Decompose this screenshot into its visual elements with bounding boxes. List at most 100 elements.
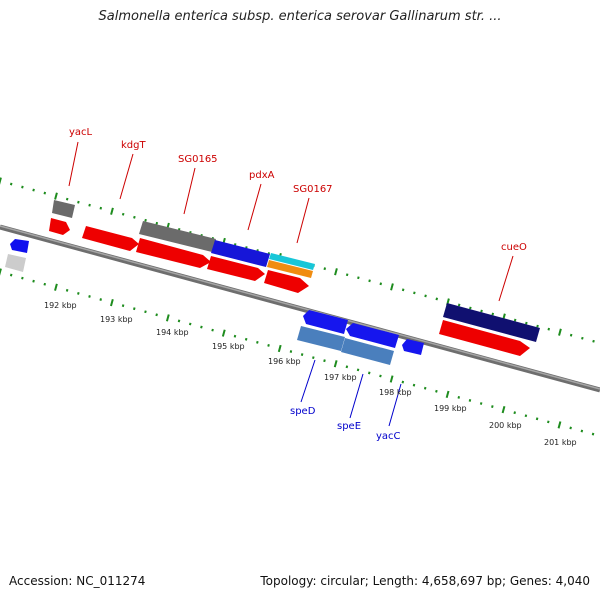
minor-tick <box>188 322 192 326</box>
minor-tick <box>121 304 125 308</box>
major-tick <box>110 207 114 215</box>
gene-arrow[interactable] <box>264 270 309 293</box>
gene-arrow[interactable] <box>297 326 345 351</box>
minor-tick <box>435 389 438 393</box>
major-tick <box>445 390 450 398</box>
minor-tick <box>155 221 159 225</box>
gene-arrow[interactable] <box>439 320 530 356</box>
kbp-label: 193 kbp <box>100 315 133 324</box>
minor-tick <box>155 313 158 317</box>
minor-tick <box>547 420 550 424</box>
minor-tick <box>32 279 35 283</box>
gene-arrow[interactable] <box>211 240 270 267</box>
minor-tick <box>536 324 539 328</box>
gene-label-speD[interactable]: speD <box>290 406 316 417</box>
major-tick <box>557 421 562 429</box>
gene-arrow[interactable] <box>10 239 29 253</box>
minor-tick <box>88 295 91 298</box>
gene-arrow[interactable] <box>346 323 399 348</box>
gene-label-pdxA[interactable]: pdxA <box>249 170 275 181</box>
minor-tick <box>513 411 516 415</box>
gene-label-SG0165[interactable]: SG0165 <box>178 154 218 165</box>
minor-tick <box>491 312 495 316</box>
minor-tick <box>323 267 327 271</box>
major-tick <box>501 405 506 414</box>
minor-tick <box>580 429 584 433</box>
minor-tick <box>412 383 416 387</box>
minor-tick <box>592 339 595 343</box>
gene-arrow[interactable] <box>139 221 216 252</box>
lower-tick-track <box>0 268 595 436</box>
minor-tick <box>525 321 528 325</box>
minor-tick <box>256 340 259 344</box>
minor-tick <box>9 182 13 186</box>
minor-tick <box>312 356 315 360</box>
major-tick <box>389 375 394 383</box>
minor-tick <box>43 191 47 195</box>
gene-arrow[interactable] <box>136 238 211 268</box>
minor-tick <box>99 298 102 301</box>
minor-tick <box>32 188 35 192</box>
minor-tick <box>368 279 371 283</box>
minor-tick <box>121 212 125 216</box>
minor-tick <box>569 333 573 337</box>
minor-tick <box>211 328 214 332</box>
gene-track <box>5 200 540 365</box>
gene-arrow[interactable] <box>303 310 348 334</box>
minor-tick <box>513 318 517 322</box>
minor-tick <box>21 185 24 189</box>
genome-summary: Topology: circular; Length: 4,658,697 bp… <box>260 574 590 588</box>
gene-arrow[interactable] <box>341 338 394 365</box>
minor-tick <box>133 215 136 219</box>
minor-tick <box>345 273 349 277</box>
gene-label-yacL[interactable]: yacL <box>69 127 93 138</box>
minor-tick <box>479 402 483 405</box>
minor-tick <box>144 310 147 314</box>
gene-arrow[interactable] <box>207 256 265 281</box>
minor-tick <box>469 306 472 310</box>
kbp-label: 200 kbp <box>489 421 522 430</box>
minor-tick <box>569 426 572 430</box>
minor-tick <box>99 206 103 210</box>
major-tick <box>110 298 114 307</box>
kbp-label: 192 kbp <box>44 301 77 310</box>
gene-arrow[interactable] <box>5 254 26 272</box>
gene-arrow[interactable] <box>267 260 313 278</box>
gene-label-SG0167[interactable]: SG0167 <box>293 184 333 195</box>
minor-tick <box>401 380 405 384</box>
gene-arrow[interactable] <box>269 253 315 270</box>
label-connectors <box>68 141 514 427</box>
gene-label-cueO[interactable]: cueO <box>501 242 527 253</box>
gene-arrow[interactable] <box>49 218 70 235</box>
major-tick <box>54 192 58 200</box>
minor-tick <box>379 374 382 378</box>
minor-tick <box>367 371 371 375</box>
minor-tick <box>457 303 461 307</box>
gene-label-speE[interactable]: speE <box>337 421 361 432</box>
minor-tick <box>21 276 24 280</box>
gene-label-yacC[interactable]: yacC <box>376 431 401 442</box>
gene-arrow[interactable] <box>82 226 139 251</box>
minor-tick <box>88 203 91 207</box>
minor-tick <box>9 273 13 277</box>
kbp-label: 194 kbp <box>156 328 189 337</box>
minor-tick <box>323 359 326 363</box>
minor-tick <box>535 417 539 421</box>
kbp-label: 199 kbp <box>434 404 467 413</box>
gene-arrow[interactable] <box>52 200 75 218</box>
major-tick <box>0 268 2 276</box>
gene-arrow[interactable] <box>443 303 540 342</box>
major-tick <box>334 268 338 276</box>
major-tick <box>558 328 562 336</box>
gene-arrow[interactable] <box>402 339 424 355</box>
minor-tick <box>356 368 360 372</box>
minor-tick <box>435 297 439 301</box>
gene-label-kdgT[interactable]: kdgT <box>121 140 146 151</box>
minor-tick <box>65 288 69 292</box>
minor-tick <box>379 282 383 286</box>
accession-label: Accession: NC_011274 <box>9 574 146 588</box>
minor-tick <box>457 395 461 399</box>
kbp-label: 198 kbp <box>379 388 412 397</box>
kbp-label: 197 kbp <box>324 373 357 382</box>
